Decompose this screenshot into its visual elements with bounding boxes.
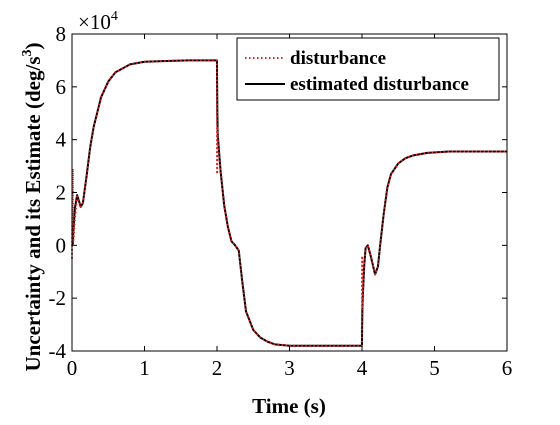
x-tick-label: 4 — [357, 356, 368, 380]
x-tick-label: 0 — [67, 356, 78, 380]
x-tick-label: 3 — [284, 356, 295, 380]
y-axis-label: Uncertainty and its Estimate (deg/s3) — [20, 43, 45, 372]
y-tick-label: 6 — [56, 75, 67, 99]
legend: disturbance estimated disturbance — [236, 37, 500, 101]
legend-box — [236, 37, 500, 101]
y-multiplier: ×104 — [78, 9, 118, 34]
y-tick-label: -4 — [49, 339, 67, 363]
x-tick-label: 5 — [429, 356, 440, 380]
y-multiplier-base: ×10 — [78, 10, 111, 34]
legend-label-disturbance: disturbance — [290, 48, 386, 69]
y-axis-label-superscript: 3 — [20, 50, 35, 57]
series-line-estimated-disturbance — [71, 59, 507, 347]
y-axis-label-close: ) — [21, 43, 45, 50]
y-tick-label: 2 — [56, 181, 67, 205]
y-tick-label: 8 — [56, 22, 67, 46]
x-axis-label: Time (s) — [252, 394, 326, 418]
y-tick-label: -2 — [49, 286, 67, 310]
y-multiplier-exponent: 4 — [111, 9, 118, 24]
x-tick-label: 1 — [139, 356, 150, 380]
series-line-disturbance — [71, 59, 507, 347]
x-tick-label: 2 — [212, 356, 223, 380]
y-tick-label: 4 — [56, 128, 67, 152]
legend-label-estimated-disturbance: estimated disturbance — [290, 74, 469, 95]
y-axis-label-main: Uncertainty and its Estimate (deg/s — [21, 57, 45, 372]
x-tick-label: 6 — [502, 356, 513, 380]
y-tick-label: 0 — [56, 233, 67, 257]
plot-area — [71, 59, 507, 347]
